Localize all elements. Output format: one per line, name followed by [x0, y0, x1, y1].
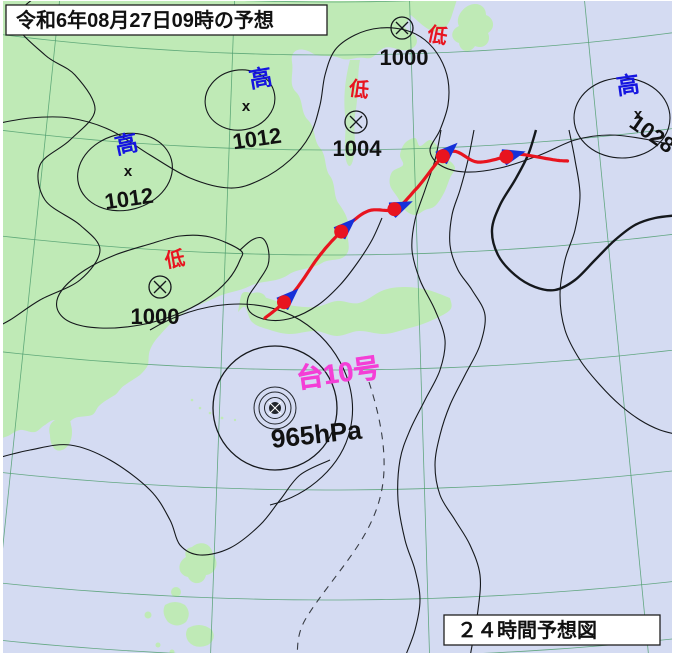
svg-text:x: x [242, 98, 251, 115]
svg-text:x: x [124, 163, 133, 180]
svg-text:1004: 1004 [333, 136, 383, 161]
svg-text:令和6年08月27日09時の予想: 令和6年08月27日09時の予想 [16, 8, 274, 32]
svg-text:２４時間予想図: ２４時間予想図 [457, 618, 597, 642]
svg-text:低: 低 [162, 246, 187, 273]
svg-text:低: 低 [346, 76, 370, 103]
svg-text:高: 高 [615, 71, 641, 100]
svg-text:1000: 1000 [131, 304, 180, 329]
svg-text:1000: 1000 [380, 45, 429, 70]
svg-text:高: 高 [247, 63, 274, 93]
